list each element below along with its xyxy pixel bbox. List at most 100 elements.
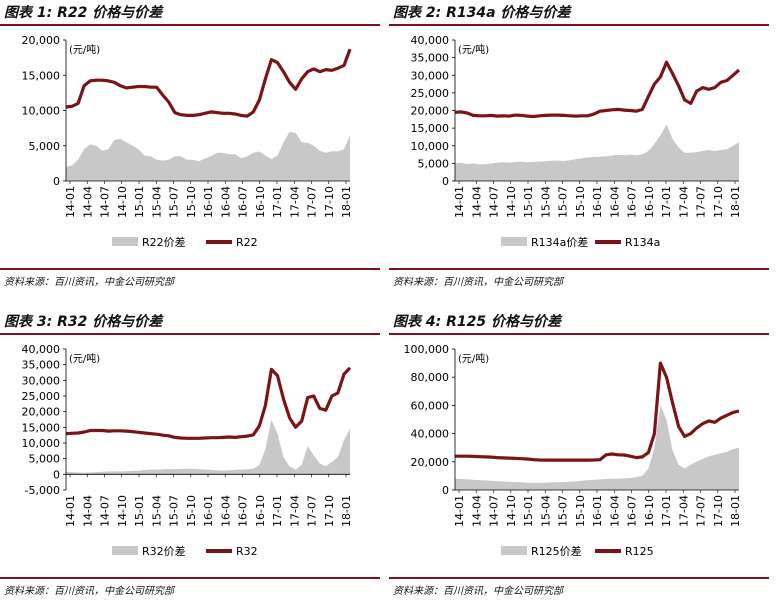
y-tick-label: 80,000: [411, 371, 450, 384]
source-note: 资料来源：百川资讯，中金公司研究部: [4, 277, 174, 288]
x-tick-label: 16-04: [608, 186, 621, 218]
spread-area: [455, 405, 739, 490]
legend-swatch-spread: [501, 237, 527, 246]
source-note: 资料来源：百川资讯，中金公司研究部: [393, 277, 563, 288]
x-tick-label: 14-10: [505, 186, 518, 218]
x-tick-label: 15-01: [133, 495, 146, 527]
y-tick-label: 15,000: [411, 122, 450, 135]
x-tick-label: 16-01: [591, 495, 604, 527]
y-tick-label: 0: [442, 175, 449, 188]
x-tick-label: 17-10: [323, 495, 336, 527]
x-tick-label: 17-04: [677, 186, 690, 218]
source-rule: [389, 268, 769, 270]
x-tick-label: 17-07: [306, 186, 319, 218]
y-tick-label: 0: [442, 484, 449, 497]
y-tick-label: 35,000: [411, 52, 450, 65]
x-tick-label: 17-04: [288, 186, 301, 218]
x-tick-label: 16-04: [608, 495, 621, 527]
x-tick-label: 17-10: [323, 186, 336, 218]
x-tick-label: 18-01: [340, 186, 353, 218]
x-tick-label: 17-01: [660, 495, 673, 527]
x-tick-label: 15-04: [539, 186, 552, 218]
x-tick-label: 15-01: [522, 186, 535, 218]
x-tick-label: 15-10: [185, 186, 198, 218]
legend-label-price: R32: [236, 545, 258, 558]
y-tick-label: 0: [53, 468, 60, 481]
title-rule: [0, 24, 380, 26]
x-tick-label: 17-07: [695, 495, 708, 527]
x-tick-label: 17-07: [306, 495, 319, 527]
x-tick-label: 17-04: [677, 495, 690, 527]
x-tick-label: 15-10: [574, 495, 587, 527]
title-rule: [389, 333, 769, 335]
y-tick-label: 40,000: [411, 428, 450, 441]
x-tick-label: 15-07: [168, 495, 181, 527]
x-tick-label: 14-07: [488, 186, 501, 218]
unit-label: (元/吨): [69, 352, 100, 365]
y-tick-label: 30,000: [411, 69, 450, 82]
x-tick-label: 16-07: [626, 186, 639, 218]
unit-label: (元/吨): [69, 43, 100, 56]
chart-panel-r32: 图表 3: R32 价格与价差 -5,000 0 5,000 10,000 15,000…: [0, 309, 388, 608]
x-tick-label: 14-10: [116, 495, 129, 527]
price-line: [65, 48, 352, 118]
y-tick-label: 5,000: [29, 453, 61, 466]
x-tick-label: 16-10: [643, 495, 656, 527]
x-tick-label: 14-01: [453, 186, 466, 218]
x-tick-label: 15-04: [150, 186, 163, 218]
unit-label: (元/吨): [458, 43, 489, 56]
title-rule: [389, 24, 769, 26]
y-tick-label: 5,000: [29, 140, 61, 153]
y-tick-label: 20,000: [22, 406, 61, 419]
source-note: 资料来源：百川资讯，中金公司研究部: [393, 586, 563, 597]
x-tick-label: 14-10: [505, 495, 518, 527]
y-tick-label: 5,000: [418, 157, 450, 170]
x-tick-label: 16-04: [219, 186, 232, 218]
legend-label-price: R125: [625, 545, 654, 558]
y-tick-label: 20,000: [411, 456, 450, 469]
x-tick-label: 16-07: [626, 495, 639, 527]
y-tick-label: 15,000: [22, 421, 61, 434]
x-tick-label: 18-01: [340, 495, 353, 527]
x-tick-label: 14-07: [99, 186, 112, 218]
x-tick-label: 15-01: [133, 186, 146, 218]
x-tick-label: 17-10: [712, 495, 725, 527]
x-tick-label: 18-01: [729, 186, 742, 218]
y-tick-label: -5,000: [25, 484, 60, 497]
chart-panel-r22: 图表 1: R22 价格与价差 0 5,000 10,000 15,000 20,000…: [0, 0, 388, 299]
x-tick-label: 16-01: [202, 186, 215, 218]
x-tick-label: 15-01: [522, 495, 535, 527]
title-rule: [0, 333, 380, 335]
y-tick-label: 10,000: [22, 437, 61, 450]
chart-title: 图表 3: R32 价格与价差: [4, 314, 163, 330]
y-tick-label: 60,000: [411, 399, 450, 412]
x-tick-label: 14-07: [99, 495, 112, 527]
x-tick-label: 16-10: [254, 495, 267, 527]
y-tick-label: 40,000: [22, 343, 61, 356]
x-tick-label: 14-04: [81, 186, 94, 218]
x-tick-label: 15-07: [557, 186, 570, 218]
source-rule: [0, 268, 380, 270]
chart-r134a: 0 5,000 10,000 15,000 20,000 25,000 30,000 35,0…: [411, 34, 743, 249]
y-tick-label: 10,000: [22, 105, 61, 118]
chart-panel-r125: 图表 4: R125 价格与价差 0 20,000 40,000 60,000 80,0…: [389, 309, 777, 608]
x-tick-label: 16-07: [237, 186, 250, 218]
chart-title: 图表 1: R22 价格与价差: [4, 5, 163, 21]
x-tick-label: 15-07: [168, 186, 181, 218]
legend-swatch-spread: [112, 546, 138, 555]
x-tick-label: 15-04: [539, 495, 552, 527]
chart-title: 图表 4: R125 价格与价差: [393, 314, 561, 330]
x-tick-label: 14-01: [64, 186, 77, 218]
y-tick-label: 20,000: [411, 105, 450, 118]
x-tick-label: 17-01: [660, 186, 673, 218]
y-tick-label: 15,000: [22, 69, 61, 82]
chart-r125: 0 20,000 40,000 60,000 80,000 100,000 14-01 14-…: [404, 343, 743, 558]
x-tick-label: 16-01: [202, 495, 215, 527]
x-tick-label: 16-04: [219, 495, 232, 527]
x-tick-label: 14-07: [488, 495, 501, 527]
y-tick-label: 25,000: [22, 390, 61, 403]
y-tick-label: 20,000: [22, 34, 61, 47]
x-tick-label: 16-07: [237, 495, 250, 527]
x-tick-label: 17-10: [712, 186, 725, 218]
x-tick-label: 17-07: [695, 186, 708, 218]
